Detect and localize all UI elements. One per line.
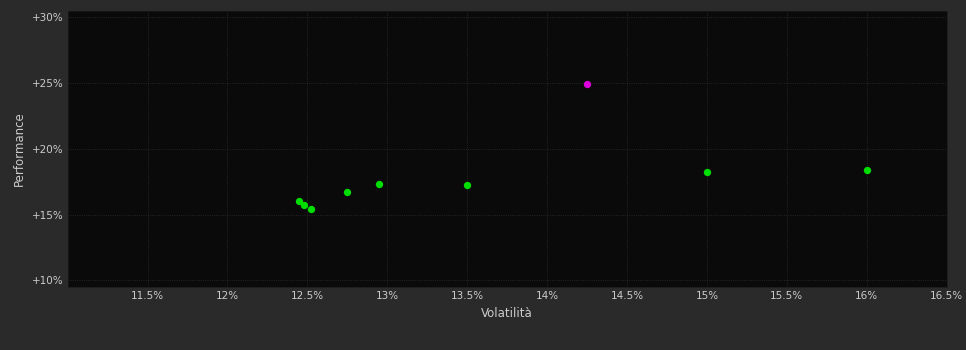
- Point: [297, 203, 312, 208]
- Point: [302, 206, 318, 212]
- Point: [460, 182, 475, 188]
- Point: [340, 189, 355, 195]
- Point: [699, 169, 715, 175]
- X-axis label: Volatilità: Volatilità: [481, 307, 533, 320]
- Point: [372, 182, 387, 187]
- Point: [859, 168, 874, 173]
- Point: [292, 198, 307, 204]
- Y-axis label: Performance: Performance: [14, 111, 26, 186]
- Point: [580, 82, 595, 87]
